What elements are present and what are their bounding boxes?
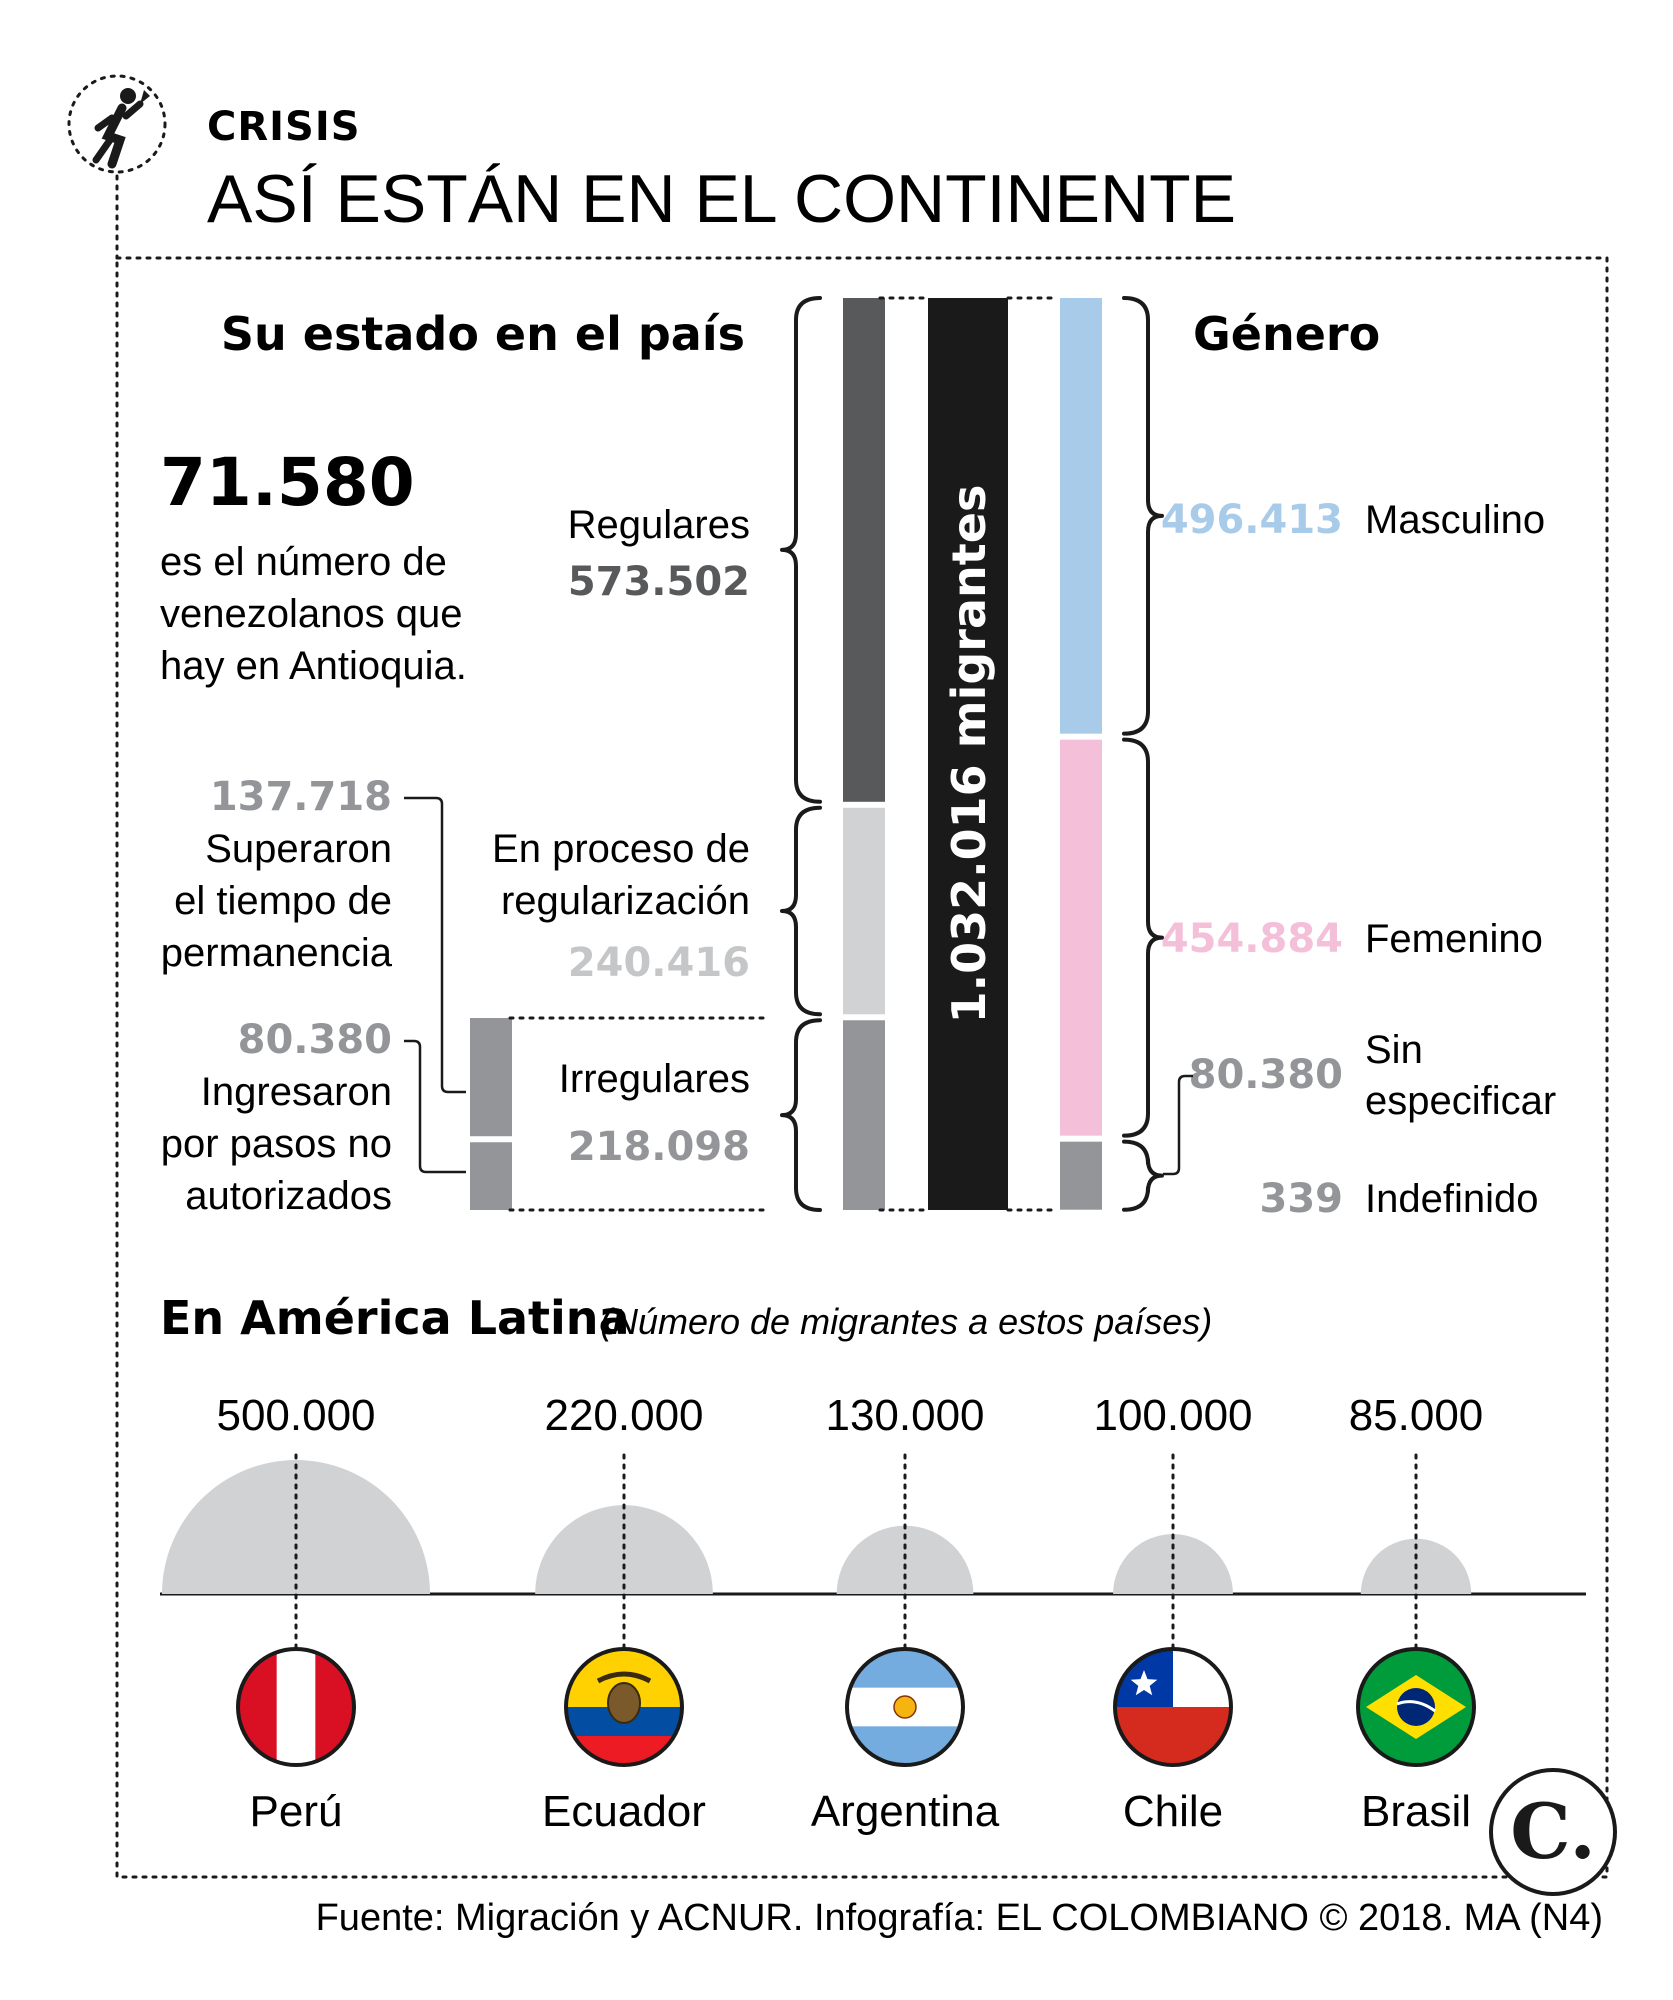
femenino-value: 454.884	[1161, 916, 1343, 962]
ingresaron-line-2: por pasos no	[161, 1122, 392, 1166]
irregulares-brace	[780, 1018, 822, 1212]
femenino-brace	[1122, 737, 1164, 1138]
kicker: CRISIS	[207, 104, 361, 150]
superaron-line-1: Superaron	[205, 827, 392, 871]
sin-especificar-connector	[1163, 1074, 1193, 1176]
regulares-brace	[780, 296, 822, 804]
total-bar-guides	[878, 296, 1060, 1212]
footer-source: Fuente: Migración y ACNUR. Infografía: E…	[316, 1897, 1603, 1939]
country-value-1: 500.000	[216, 1391, 375, 1440]
country-value-5: 85.000	[1349, 1391, 1484, 1440]
country-name-1: Perú	[250, 1787, 343, 1836]
ingresaron-connector	[404, 1039, 466, 1174]
antioquia-line-3: hay en Antioquia.	[160, 644, 467, 688]
proceso-label-1: En proceso de	[492, 827, 750, 871]
sin-especificar-brace	[1122, 1139, 1164, 1212]
sin-especificar-label-2: especificar	[1365, 1079, 1556, 1123]
country-value-2: 220.000	[544, 1391, 703, 1440]
superaron-segment	[470, 1018, 512, 1137]
ecuador-flag-icon	[564, 1647, 684, 1767]
regulares-value: 573.502	[568, 559, 750, 605]
status-braces	[780, 296, 822, 1212]
irregulares-label: Irregulares	[559, 1057, 750, 1101]
irregulares-segment	[843, 1020, 885, 1210]
proceso-segment	[843, 807, 885, 1015]
regulares-label: Regulares	[568, 503, 750, 547]
ingresaron-value: 80.380	[238, 1017, 392, 1063]
indefinido-value: 339	[1260, 1176, 1344, 1222]
regulares-segment	[843, 298, 885, 802]
chile-flag-icon	[1113, 1647, 1233, 1767]
ingresaron-line-3: autorizados	[185, 1174, 392, 1218]
sin-especificar-value: 80.380	[1189, 1052, 1343, 1098]
antioquia-line-2: venezolanos que	[160, 592, 462, 636]
superaron-line-2: el tiempo de	[174, 879, 392, 923]
gender-title: Género	[1193, 307, 1380, 361]
masculino-label: Masculino	[1365, 498, 1545, 542]
brazil-flag-icon	[1356, 1647, 1476, 1767]
irregular-breakdown-bar	[470, 1018, 512, 1210]
femenino-segment	[1060, 739, 1102, 1136]
semicircle-2	[535, 1505, 713, 1594]
country-name-3: Argentina	[811, 1787, 1000, 1836]
antioquia-number: 71.580	[160, 444, 415, 521]
latam-subtitle: (Número de migrantes a estos países)	[600, 1301, 1212, 1342]
latam-chart: 500.000 Perú 220.000 Ecuador 130.000 Argentin…	[162, 1391, 1483, 1836]
masculino-value: 496.413	[1161, 497, 1343, 543]
superaron-connector	[404, 796, 466, 1094]
country-value-3: 130.000	[825, 1391, 984, 1440]
proceso-label-2: regularización	[501, 879, 750, 923]
superaron-value: 137.718	[210, 774, 392, 820]
dotted-frame	[115, 256, 1609, 1879]
sin-especificar-label-1: Sin	[1365, 1028, 1423, 1072]
country-value-4: 100.000	[1093, 1391, 1252, 1440]
proceso-brace	[780, 805, 822, 1017]
total-label: 1.032.016 migrantes	[942, 485, 996, 1024]
status-title: Su estado en el país	[221, 307, 745, 361]
total-bar	[928, 298, 1008, 1210]
country-name-2: Ecuador	[542, 1787, 706, 1836]
superaron-line-3: permanencia	[161, 931, 393, 975]
country-name-5: Brasil	[1361, 1787, 1471, 1836]
el-colombiano-logo: C.	[1489, 1768, 1617, 1896]
country-name-4: Chile	[1123, 1787, 1223, 1836]
femenino-label: Femenino	[1365, 917, 1543, 961]
proceso-value: 240.416	[568, 940, 750, 986]
ingresaron-segment	[470, 1142, 512, 1210]
page-title: ASÍ ESTÁN EN EL CONTINENTE	[207, 161, 1236, 237]
peru-flag-icon	[236, 1647, 356, 1767]
indefinido-label: Indefinido	[1365, 1177, 1538, 1221]
gender-stacked-bar	[1060, 298, 1102, 1210]
latam-title: En América Latina	[160, 1291, 630, 1345]
antioquia-line-1: es el número de	[160, 540, 447, 584]
migrant-walking-icon	[67, 74, 167, 174]
ingresaron-line-1: Ingresaron	[201, 1070, 392, 1114]
logo-letter: C.	[1510, 1787, 1596, 1876]
sin-especificar-segment	[1060, 1141, 1102, 1210]
status-stacked-bar	[843, 298, 885, 1210]
irregulares-value: 218.098	[568, 1124, 750, 1170]
masculino-segment	[1060, 298, 1102, 734]
semicircle-3	[836, 1525, 974, 1594]
argentina-flag-icon	[845, 1647, 965, 1767]
masculino-brace	[1122, 296, 1164, 736]
gender-braces	[1122, 296, 1164, 1212]
